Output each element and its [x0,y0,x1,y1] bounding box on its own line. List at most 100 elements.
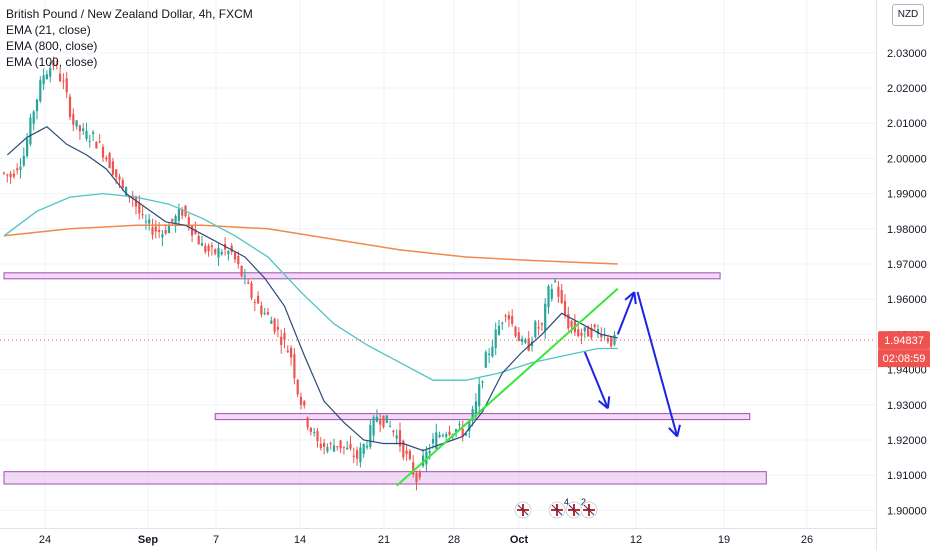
candle-body [600,333,603,338]
candle-body [299,396,303,405]
candle-body [108,153,111,169]
candle-body [359,447,362,463]
candle-body [55,64,58,66]
candle-body [491,346,494,357]
candle-body [85,130,88,140]
candle-body [98,141,101,143]
candle-body [72,114,75,125]
candle-body [422,455,425,466]
ema800-line [3,224,618,265]
projection-arrow [636,291,679,437]
candle-body [504,315,507,317]
candle-body [217,247,220,258]
candle-body [372,417,375,436]
candle-body [428,451,431,454]
candle-body [181,210,184,216]
price-axis[interactable]: 2.03000 2.02000 2.01000 2.00000 1.99000 1.980… [878,48,930,518]
candle-body [319,444,322,449]
y-tick-label: 1.94000 [887,365,927,377]
candle-body [45,74,48,80]
y-tick-label: 1.97000 [887,259,927,271]
candle-body [448,431,451,436]
candle-body [200,243,204,246]
candle-body [563,301,567,315]
candle-body [187,217,190,227]
candle-body [286,350,289,353]
candle-body [507,315,510,320]
candle-body [332,445,336,452]
candle-body [455,429,458,432]
zones [3,272,767,485]
candle-body [194,229,197,234]
y-tick-label: 1.98000 [887,224,927,236]
x-tick-label: 14 [294,534,306,546]
ema100-label[interactable]: EMA (100, close) [6,55,98,69]
y-tick-label: 1.90000 [887,505,927,517]
candle-body [613,334,616,345]
ema800-label[interactable]: EMA (800, close) [6,39,98,53]
candle-body [418,472,421,478]
candle-body [560,290,563,303]
candle-body [161,234,164,238]
candle-body [68,96,72,117]
candle-body [550,289,553,299]
candle-body [583,327,586,332]
candle-body [369,425,372,447]
candle-body [9,173,12,178]
candle-body [511,316,514,324]
arrow-head [606,396,611,409]
candle-body [313,432,316,434]
candle-body [177,208,180,221]
axis-divider [876,0,877,550]
candle-body [356,450,359,459]
candle-body [484,352,487,368]
candle-body [415,473,418,483]
resistance-zone [3,272,721,280]
x-tick-label: 26 [801,534,813,546]
y-tick-label: 1.91000 [887,470,927,482]
candle-body [121,179,124,189]
ema21-label[interactable]: EMA (21, close) [6,23,91,37]
candle-body [544,303,547,331]
candle-body [365,445,369,448]
x-tick-label: 24 [39,534,51,546]
candle-body [412,462,415,475]
candle-body [385,415,388,423]
bottom-divider [0,528,876,529]
candle-body [125,187,128,197]
currency-badge[interactable]: NZD [892,4,924,26]
gb-event-flag-icon-count: 4 [564,497,569,507]
candle-body [438,434,441,437]
candle-body [263,312,266,314]
candle-body [290,347,293,358]
legend: British Pound / New Zealand Dollar, 4h, … [6,6,253,70]
candle-body [398,430,402,447]
candle-body [524,339,527,343]
candle-body [362,444,365,454]
arrow-head [597,399,609,410]
candle-body [606,338,609,342]
candle-body [474,401,477,414]
candle-body [537,327,540,329]
candle-body [577,329,580,337]
candle-body [207,245,210,252]
time-axis[interactable]: 24 Sep 7 14 21 28 Oct 12 19 26 [39,534,813,546]
y-tick-label: 2.02000 [887,83,927,95]
price-tag-label: 1.94837 [884,335,924,347]
candle-body [78,125,81,132]
candle-body [303,400,306,406]
candle-body [75,120,78,127]
candle-body [82,128,85,131]
arrow-head [668,427,678,438]
candle-body [204,245,207,252]
candle-body [134,196,138,207]
candle-body [570,320,573,327]
candle-body [29,117,32,145]
symbol-title[interactable]: British Pound / New Zealand Dollar, 4h, … [6,7,253,21]
candle-body [2,172,6,174]
candle-body [144,221,147,223]
x-tick-label: 28 [448,534,460,546]
candle-body [306,417,309,428]
